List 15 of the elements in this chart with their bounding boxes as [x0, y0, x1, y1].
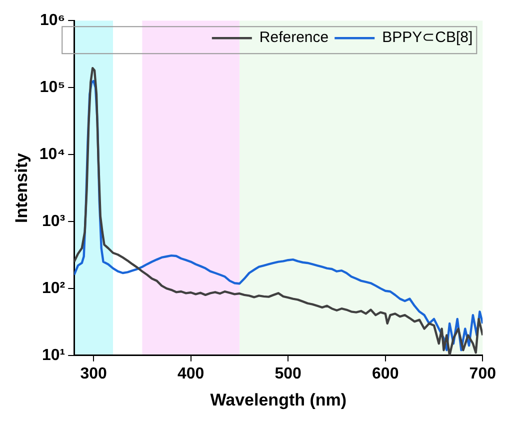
y-tick-label: 10⁴ — [39, 146, 66, 163]
y-tick-label: 10² — [42, 280, 66, 297]
x-tick-label: 600 — [372, 365, 399, 382]
y-axis-title: Intensity — [12, 152, 31, 223]
x-tick-label: 500 — [274, 365, 302, 382]
x-tick-label: 300 — [80, 365, 108, 382]
legend-label: BPPY⊂CB[8] — [382, 29, 473, 46]
legend-label: Reference — [259, 29, 329, 46]
y-tick-label: 10⁵ — [40, 78, 66, 96]
y-tick-label: 10³ — [42, 212, 66, 230]
y-tick-label: 10¹ — [42, 346, 66, 364]
y-tick-label: 10⁶ — [40, 12, 66, 30]
x-tick-label: 400 — [177, 365, 204, 382]
x-tick-label: 700 — [469, 365, 496, 382]
x-axis-title: Wavelength (nm) — [210, 390, 347, 410]
